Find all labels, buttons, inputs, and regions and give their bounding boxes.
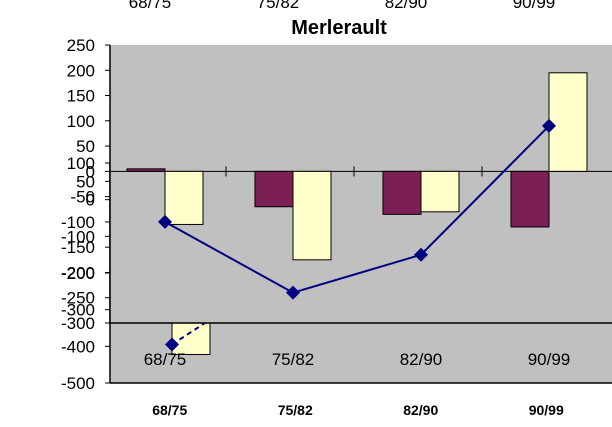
back-y-tick-label: -100 (61, 227, 95, 246)
line-marker (414, 247, 428, 262)
back-y-tick-label: -400 (61, 337, 95, 356)
category-label: 82/90 (400, 350, 443, 369)
y-tick-label: 250 (67, 36, 95, 55)
y-tick-label: -100 (61, 213, 95, 232)
category-label: 90/99 (528, 350, 571, 369)
bar-series-2 (164, 170, 204, 225)
category-label: 75/82 (272, 350, 315, 369)
top-category-label: 75/82 (257, 0, 300, 12)
y-tick-label: 100 (67, 112, 95, 131)
back-y-tick-label: -300 (61, 301, 95, 320)
bar-series-1 (382, 170, 422, 215)
back-y-tick-label: -200 (61, 264, 95, 283)
y-tick-label: 50 (76, 137, 95, 156)
y-tick-label: 0 (86, 162, 95, 181)
back-y-tick-label: 100 (67, 154, 95, 173)
bar-series-1 (254, 170, 294, 208)
top-category-label: 68/75 (129, 0, 172, 12)
line-marker (542, 118, 556, 133)
y-tick-label: 200 (67, 61, 95, 80)
top-category-label: 90/99 (513, 0, 556, 12)
back-category-label: 68/75 (152, 402, 187, 418)
back-category-label: 82/90 (403, 402, 438, 418)
back-y-tick-label: 50 (76, 172, 95, 191)
back-line-segment (171, 322, 206, 346)
top-category-label: 82/90 (385, 0, 428, 12)
back-y-tick-label: 0 (86, 191, 95, 210)
y-tick-label: -50 (70, 188, 95, 207)
line-marker (286, 285, 300, 300)
front-chart-layer: 250200150100500-50-100-150-200-250-30068… (61, 36, 612, 369)
bar-series-1 (126, 168, 166, 172)
line-marker (158, 214, 172, 229)
bar-series-2 (420, 170, 460, 213)
back-line-marker (165, 337, 179, 352)
back-category-label: 90/99 (529, 402, 564, 418)
chart-title: Merlerault (291, 17, 387, 39)
y-tick-label: -250 (61, 289, 95, 308)
bar-series-1 (510, 170, 550, 228)
y-tick-label: -150 (61, 238, 95, 257)
category-label: 68/75 (144, 350, 187, 369)
back-category-label: 75/82 (278, 402, 313, 418)
y-tick-label: -200 (61, 263, 95, 282)
y-tick-label: 150 (67, 87, 95, 106)
bar-series-2 (548, 72, 588, 172)
back-bar (171, 319, 211, 355)
back-y-tick-label: -500 (61, 374, 95, 393)
bar-series-2 (292, 170, 332, 261)
line-series (164, 125, 550, 294)
y-tick-label: -300 (61, 314, 95, 333)
